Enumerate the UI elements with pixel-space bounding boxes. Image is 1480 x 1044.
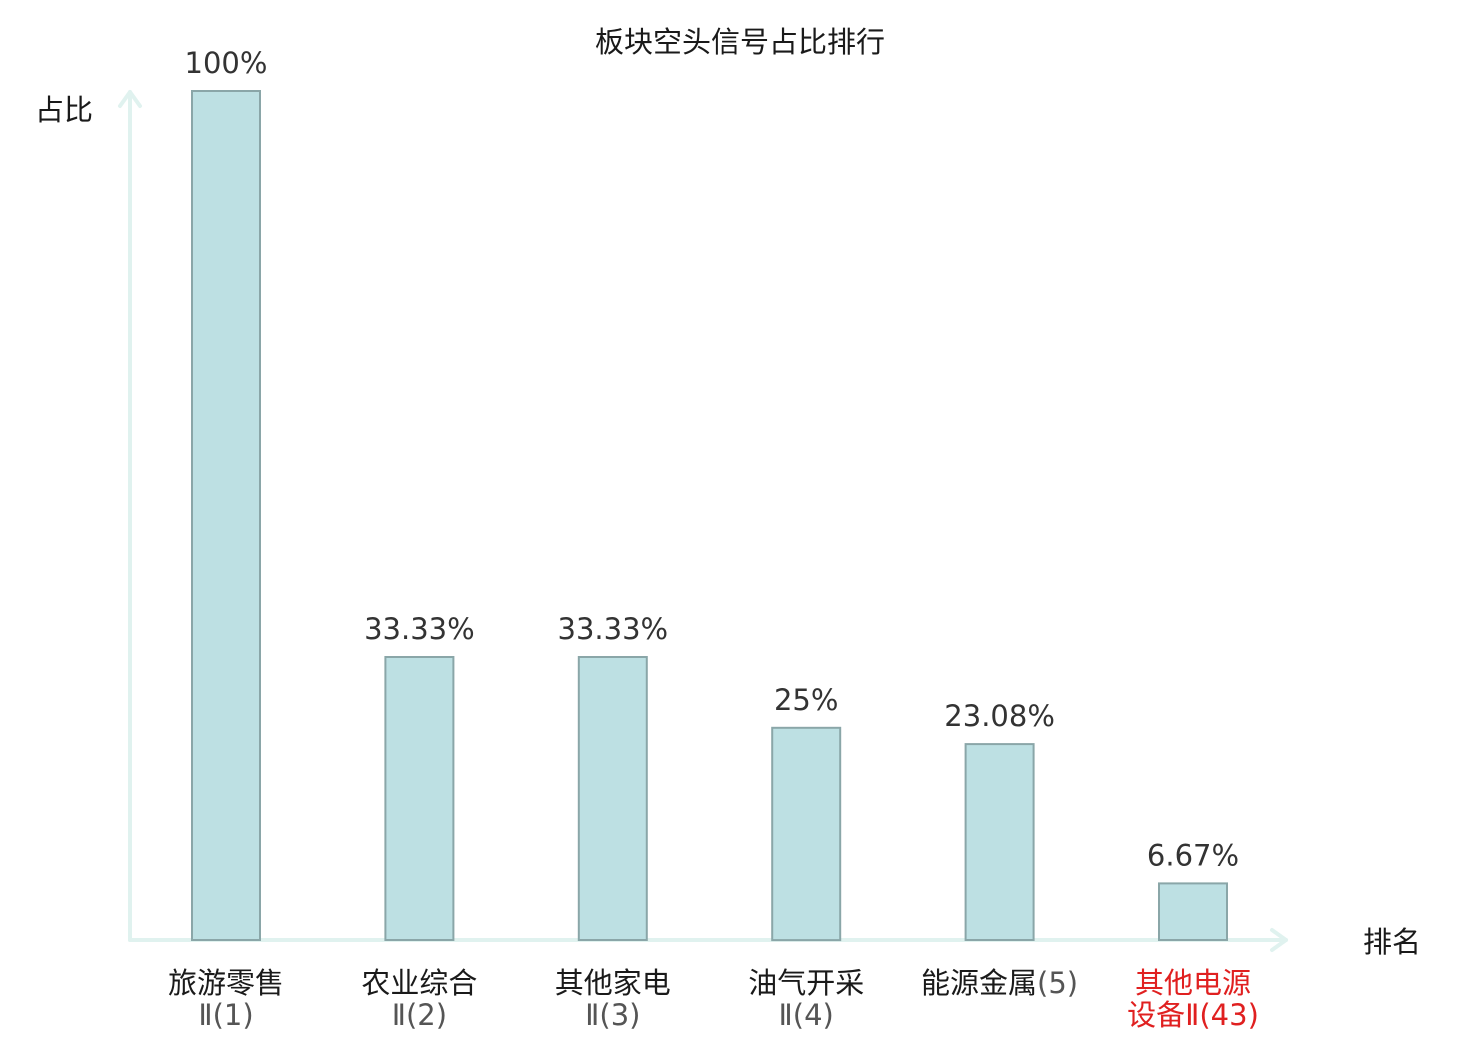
bar-4 [771,726,842,942]
bar-3 [577,656,648,941]
value-label-2: 33.33% [364,612,475,646]
bar-5 [964,743,1035,941]
value-label-1: 100% [185,46,268,80]
category-label-5-line1: 能源金属(5) [921,966,1078,1000]
category-label-1-line2: Ⅱ(1) [198,998,253,1032]
category-label-1-name: 旅游零售 [168,966,284,1000]
category-label-3-line2: Ⅱ(3) [585,998,640,1032]
category-label-3-name: 其他家电 [555,966,671,1000]
value-label-5: 23.08% [944,699,1055,733]
x-axis-label: 排名 [1363,925,1421,959]
axes [118,90,1288,952]
bar-1 [191,90,261,941]
category-label-4-name: 油气开采 [748,966,864,1000]
category-label-1-line1: 旅游零售 [168,966,284,1000]
chart-title: 板块空头信号占比排行 [595,25,885,59]
y-axis-label: 占比 [35,93,93,127]
category-label-2-name: 农业综合 [361,966,477,1000]
value-label-6: 6.67% [1147,838,1239,872]
category-label-5-rank: (5) [1037,966,1078,1000]
category-label-2-line2: Ⅱ(2) [392,998,447,1032]
category-label-5-name: 能源金属 [921,966,1037,1000]
category-label-2-line1: 农业综合 [361,966,477,1000]
value-label-3: 33.33% [558,612,669,646]
y-axis-arrow [118,90,142,108]
bars-group [191,90,1228,942]
category-label-6-name: 其他电源 [1135,966,1251,1000]
x-axis-arrow [1270,928,1288,952]
bar-6 [1158,882,1228,942]
category-label-3-line1: 其他家电 [555,966,671,1000]
category-label-4-line1: 油气开采 [748,966,864,1000]
bar-2 [384,656,455,941]
value-label-4: 25% [774,683,838,717]
category-label-6-line2: 设备Ⅱ(43) [1127,998,1259,1032]
value-labels-group: 100% 33.33% 33.33% 25% 23.08% 6.67% [185,46,1240,872]
category-label-6-line1: 其他电源 [1135,966,1251,1000]
category-label-4-line2: Ⅱ(4) [779,998,834,1032]
